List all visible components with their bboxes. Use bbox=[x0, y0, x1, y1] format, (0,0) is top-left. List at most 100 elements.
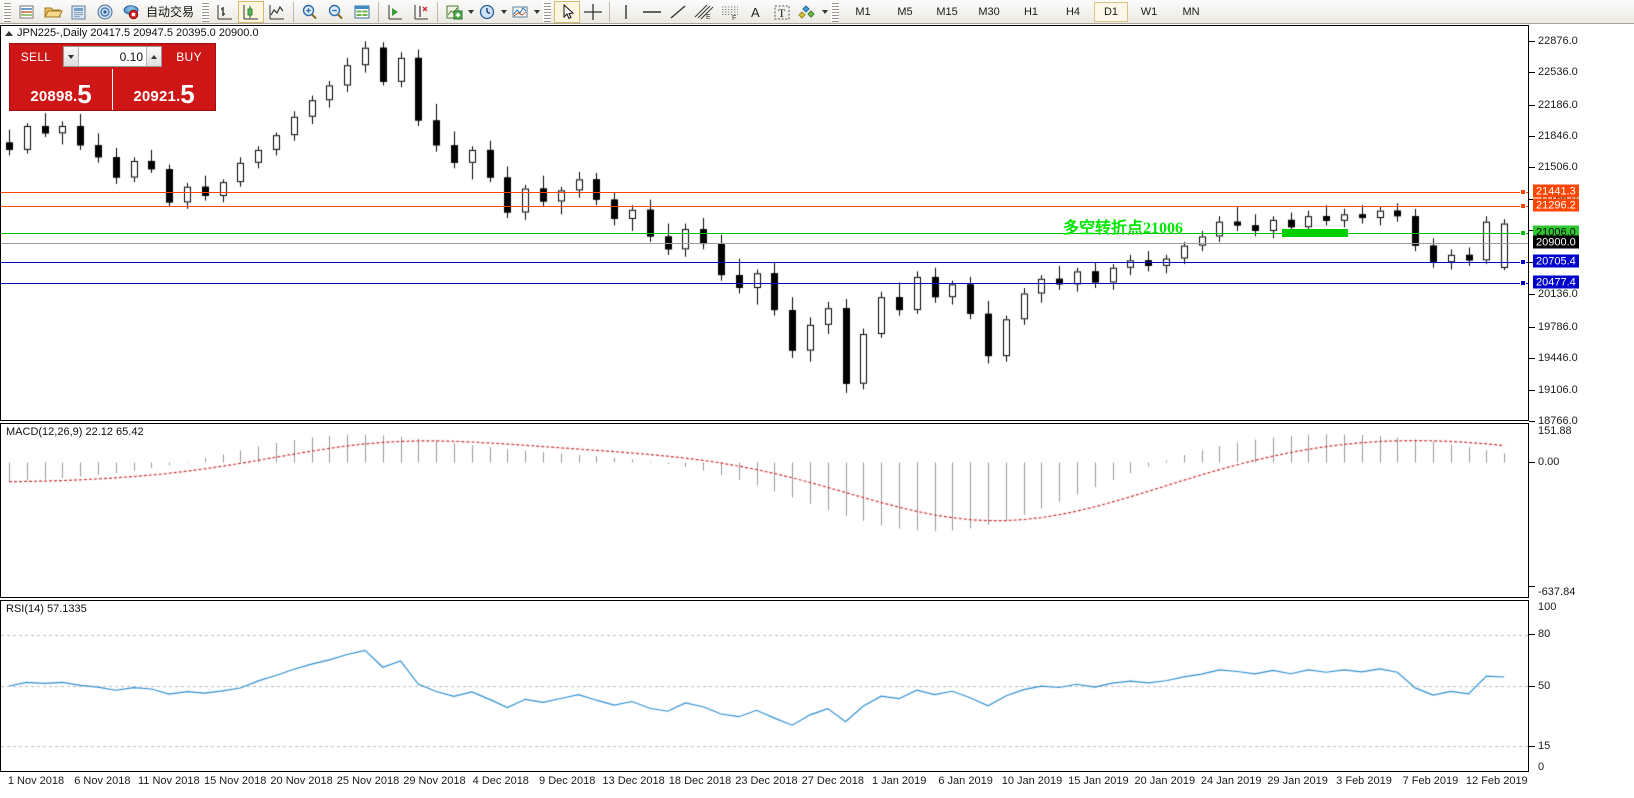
one-click-trading-panel[interactable]: SELL 0.10 BUY 20898 . 5 bbox=[9, 43, 216, 111]
timeframe-m5[interactable]: M5 bbox=[897, 5, 913, 18]
timeframe-h1[interactable]: H1 bbox=[1023, 5, 1039, 18]
price-pane[interactable]: JPN225-,Daily 20417.5 20947.5 20395.0 20… bbox=[0, 25, 1529, 421]
macd-axis-tick-label: 151.88 bbox=[1538, 425, 1572, 437]
zoom-in-icon[interactable] bbox=[297, 1, 323, 23]
price-label-21441-3[interactable]: 21441.3 bbox=[1533, 184, 1579, 198]
green-rectangle-object[interactable] bbox=[1282, 229, 1348, 237]
collapse-triangle-icon[interactable] bbox=[5, 30, 13, 36]
timeframe-m1[interactable]: M1 bbox=[855, 5, 871, 18]
autotrading-label[interactable]: 自动交易 bbox=[146, 5, 195, 19]
time-axis-label: 1 Jan 2019 bbox=[871, 775, 927, 787]
volume-input[interactable]: 0.10 bbox=[119, 49, 143, 64]
text-label-icon[interactable]: A bbox=[743, 1, 769, 23]
price-label-21006-0[interactable]: 21006.0 bbox=[1533, 225, 1579, 239]
svg-text:T: T bbox=[778, 6, 786, 20]
rsi-axis-tick-label: 15 bbox=[1538, 740, 1551, 753]
cursor-icon[interactable] bbox=[554, 0, 581, 23]
level-handle-21296[interactable] bbox=[1520, 203, 1526, 209]
level-line-20477[interactable] bbox=[1, 283, 1528, 284]
price-axis-tick bbox=[1529, 261, 1535, 263]
sell-price-dot: . bbox=[73, 88, 78, 105]
data-window-icon[interactable] bbox=[349, 1, 375, 23]
sell-price-fraction: 5 bbox=[77, 78, 92, 109]
price-axis-tick bbox=[1529, 72, 1535, 74]
time-axis-label: 25 Nov 2018 bbox=[336, 775, 400, 787]
timeframe-w1[interactable]: W1 bbox=[1140, 5, 1158, 18]
indicator-dropdown-caret-icon[interactable] bbox=[468, 9, 475, 14]
rsi-axis-tick-label: 0 bbox=[1538, 761, 1545, 773]
timeframe-m15[interactable]: M15 bbox=[936, 5, 958, 18]
level-handle-20705[interactable] bbox=[1520, 259, 1526, 265]
volume-stepper[interactable]: 0.10 bbox=[63, 46, 162, 67]
rsi-axis-tick bbox=[1529, 634, 1535, 636]
level-handle-20477[interactable] bbox=[1520, 280, 1526, 286]
price-axis-tick bbox=[1529, 136, 1535, 138]
price-label-20900-0[interactable]: 20900.0 bbox=[1533, 235, 1579, 249]
buy-button[interactable]: BUY bbox=[176, 49, 202, 64]
macd-pane[interactable]: MACD(12,26,9) 22.12 65.42 bbox=[0, 423, 1529, 598]
toolbar-grip-2[interactable] bbox=[201, 1, 210, 22]
time-axis-label: 15 Jan 2019 bbox=[1068, 775, 1129, 787]
candlestick-chart-icon[interactable] bbox=[238, 0, 265, 23]
signals-icon[interactable] bbox=[92, 1, 118, 23]
chart-annotation-text[interactable]: 多空转折点21006 bbox=[1063, 220, 1184, 237]
toolbar-grip-4[interactable] bbox=[831, 1, 840, 22]
buy-price[interactable]: 20921 . 5 bbox=[113, 69, 215, 110]
volume-increment-button[interactable] bbox=[146, 47, 161, 66]
price-axis-tick-label: 18766.0 bbox=[1538, 415, 1578, 427]
sell-price[interactable]: 20898 . 5 bbox=[10, 69, 112, 110]
folder-icon[interactable] bbox=[40, 1, 66, 23]
line-chart-icon[interactable] bbox=[264, 1, 290, 23]
volume-dropdown-button[interactable] bbox=[64, 47, 79, 66]
price-label-20705-4[interactable]: 20705.4 bbox=[1533, 254, 1579, 268]
level-line-21006[interactable] bbox=[1, 233, 1528, 234]
shapes-icon[interactable] bbox=[795, 1, 821, 23]
time-axis-label: 1 Nov 2018 bbox=[7, 775, 65, 787]
timeframe-d1[interactable]: D1 bbox=[1094, 1, 1129, 22]
timeframe-m30[interactable]: M30 bbox=[978, 5, 1000, 18]
sell-price-integer: 20898 bbox=[30, 88, 74, 105]
time-axis[interactable]: 1 Nov 2018 6 Nov 2018 11 Nov 2018 15 Nov 20… bbox=[0, 772, 1529, 798]
period-clock-icon[interactable] bbox=[474, 1, 500, 23]
bar-chart-icon[interactable] bbox=[212, 1, 238, 23]
macd-axis-tick-label: 0.00 bbox=[1538, 455, 1560, 468]
level-line-21441[interactable] bbox=[1, 192, 1528, 193]
templates-icon[interactable] bbox=[507, 1, 533, 23]
chart-shift-icon[interactable] bbox=[382, 1, 408, 23]
autotrading-icon[interactable] bbox=[118, 1, 144, 23]
text-box-icon[interactable]: T bbox=[769, 1, 795, 23]
time-axis-label: 6 Nov 2018 bbox=[74, 775, 131, 787]
toolbar-grip-3[interactable] bbox=[543, 1, 552, 22]
vertical-line-icon[interactable] bbox=[613, 1, 639, 23]
level-handle-21441[interactable] bbox=[1520, 189, 1526, 195]
price-axis-tick-label: 19446.0 bbox=[1538, 352, 1578, 365]
level-handle-21006[interactable] bbox=[1520, 230, 1526, 236]
rsi-pane[interactable]: RSI(14) 57.1335 bbox=[0, 600, 1529, 772]
level-line-21296[interactable] bbox=[1, 206, 1528, 207]
rsi-axis-tick-label: 80 bbox=[1538, 628, 1551, 641]
timeframe-h4[interactable]: H4 bbox=[1065, 5, 1081, 18]
sell-button[interactable]: SELL bbox=[20, 49, 52, 64]
horizontal-line-icon[interactable] bbox=[639, 1, 665, 23]
price-axis[interactable]: 22876.022536.022186.021846.021506.021166… bbox=[1529, 25, 1634, 773]
price-label-20477-4[interactable]: 20477.4 bbox=[1533, 275, 1579, 289]
level-line-20705[interactable] bbox=[1, 262, 1528, 263]
period-dropdown-caret-icon[interactable] bbox=[501, 9, 508, 14]
chart-area[interactable]: JPN225-,Daily 20417.5 20947.5 20395.0 20… bbox=[0, 25, 1634, 787]
trendline-icon[interactable] bbox=[665, 1, 691, 23]
fibo-retracement-icon[interactable]: F bbox=[717, 1, 743, 23]
auto-scroll-icon[interactable] bbox=[408, 1, 434, 23]
zoom-out-icon[interactable] bbox=[323, 1, 349, 23]
timeframe-mn[interactable]: MN bbox=[1182, 5, 1200, 18]
equidistant-channel-icon[interactable]: E bbox=[691, 1, 717, 23]
order-book-icon[interactable] bbox=[14, 1, 40, 23]
templates-dropdown-caret-icon[interactable] bbox=[534, 9, 541, 14]
news-icon[interactable] bbox=[66, 1, 92, 23]
price-label-21296-2[interactable]: 21296.2 bbox=[1533, 198, 1579, 212]
indicator-add-icon[interactable] bbox=[441, 1, 467, 23]
crosshair-icon[interactable] bbox=[580, 1, 606, 23]
price-axis-tick-label: 22536.0 bbox=[1538, 66, 1578, 79]
toolbar-grip[interactable] bbox=[3, 1, 11, 22]
shapes-dropdown-caret-icon[interactable] bbox=[822, 9, 829, 14]
